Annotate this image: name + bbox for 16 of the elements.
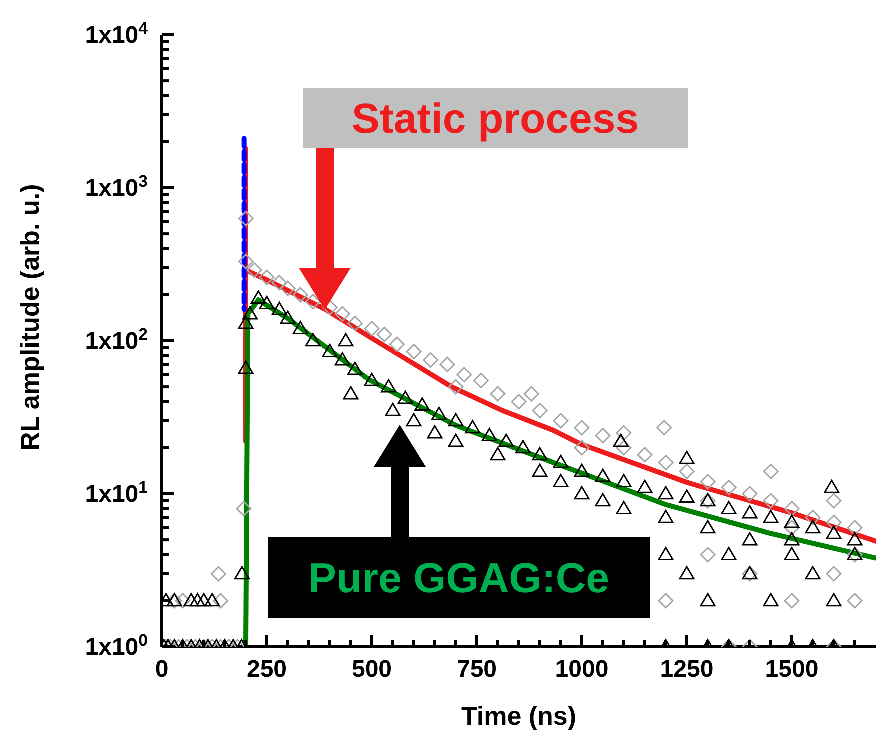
x-tick-label: 1250 [660,656,714,683]
x-tick-label: 1000 [555,656,609,683]
y-tick-label: 1x10$^{3}$ [85,172,148,202]
x-tick-label: 1500 [765,656,819,683]
x-tick-label: 250 [246,656,288,683]
y-axis-title: RL amplitude (arb. u.) [15,184,46,451]
annotation: Pure GGAG:Ce [308,554,610,602]
x-tick-label: 500 [352,656,392,683]
annotation: Static process [352,95,640,142]
y-tick-label: 1x10$^{4}$ [85,18,149,49]
x-axis-title: Time (ns) [461,701,577,731]
x-tick-label: 0 [155,656,169,683]
y-tick-label: 1x10$^{1}$ [85,478,148,508]
y-tick-label: 1x10$^{0}$ [85,630,148,661]
x-tick-label: 750 [456,656,498,683]
y-tick-label: 1x10$^{2}$ [85,324,148,355]
